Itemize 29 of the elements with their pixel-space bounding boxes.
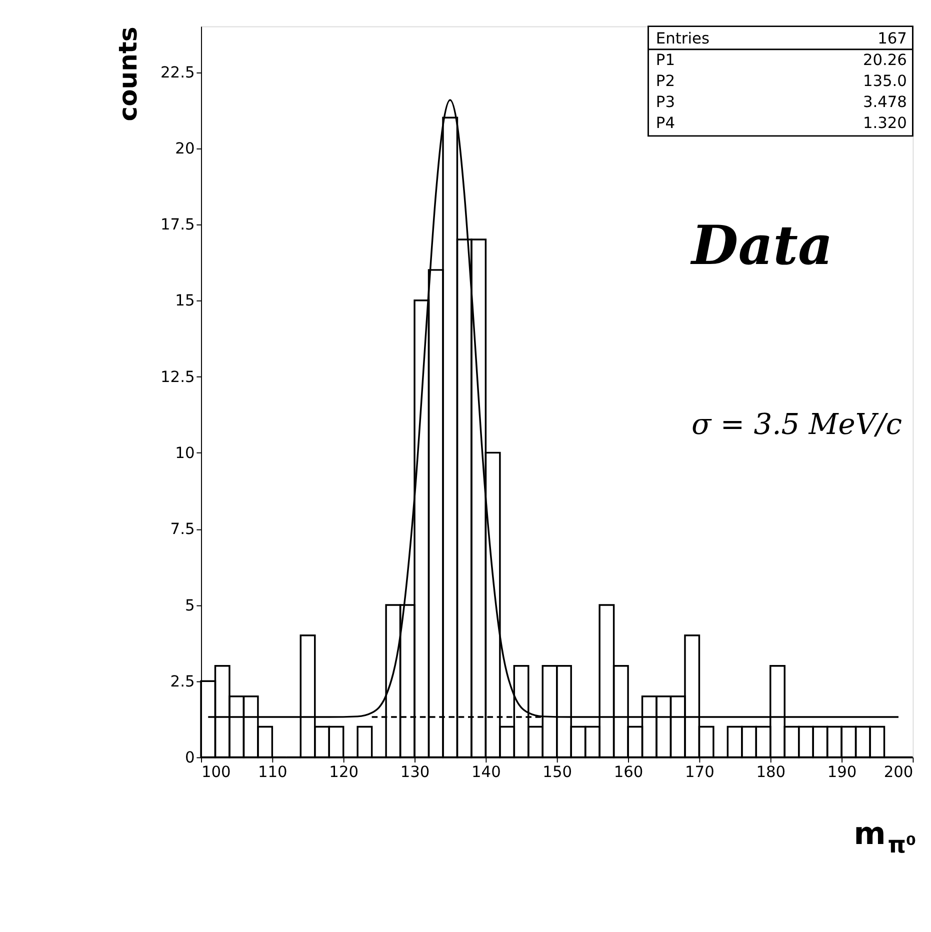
y-tick-label: 20 [175, 139, 195, 158]
annotation: σ = 3.5 MeV/c [692, 407, 902, 442]
y-tick-label: 12.5 [160, 368, 195, 386]
y-axis-title: counts [113, 26, 142, 122]
y-tick-label: 7.5 [170, 520, 195, 538]
y-tick-label: 10 [175, 444, 195, 462]
x-tick-label: 200 [884, 762, 914, 781]
y-tick-label: 22.5 [160, 63, 195, 82]
text: P2 135.0 [656, 72, 907, 90]
y-tick-label: 5 [184, 596, 195, 614]
x-tick-label: 100 [201, 762, 231, 781]
y-tick-label: 17.5 [160, 216, 195, 234]
x-tick-label: 130 [400, 762, 430, 781]
x-tick-label: 170 [685, 762, 714, 781]
x-tick-label: 140 [472, 762, 501, 781]
x-tick-label: 180 [756, 762, 786, 781]
x-tick-label: 150 [542, 762, 572, 781]
x-tick-label: 110 [258, 762, 288, 781]
annotation: Data [690, 212, 833, 277]
x-tick-label: 190 [827, 762, 857, 781]
text: P4 1.320 [656, 114, 907, 132]
y-tick-label: 2.5 [170, 672, 195, 690]
text: P1 20.26 [656, 50, 907, 69]
y-tick-label: 0 [184, 748, 195, 767]
text: P3 3.478 [656, 93, 907, 112]
y-tick-label: 15 [175, 292, 195, 310]
x-tick-label: 120 [329, 762, 359, 781]
x-tick-label: 160 [614, 762, 644, 781]
text: Entries 167 [656, 30, 907, 48]
